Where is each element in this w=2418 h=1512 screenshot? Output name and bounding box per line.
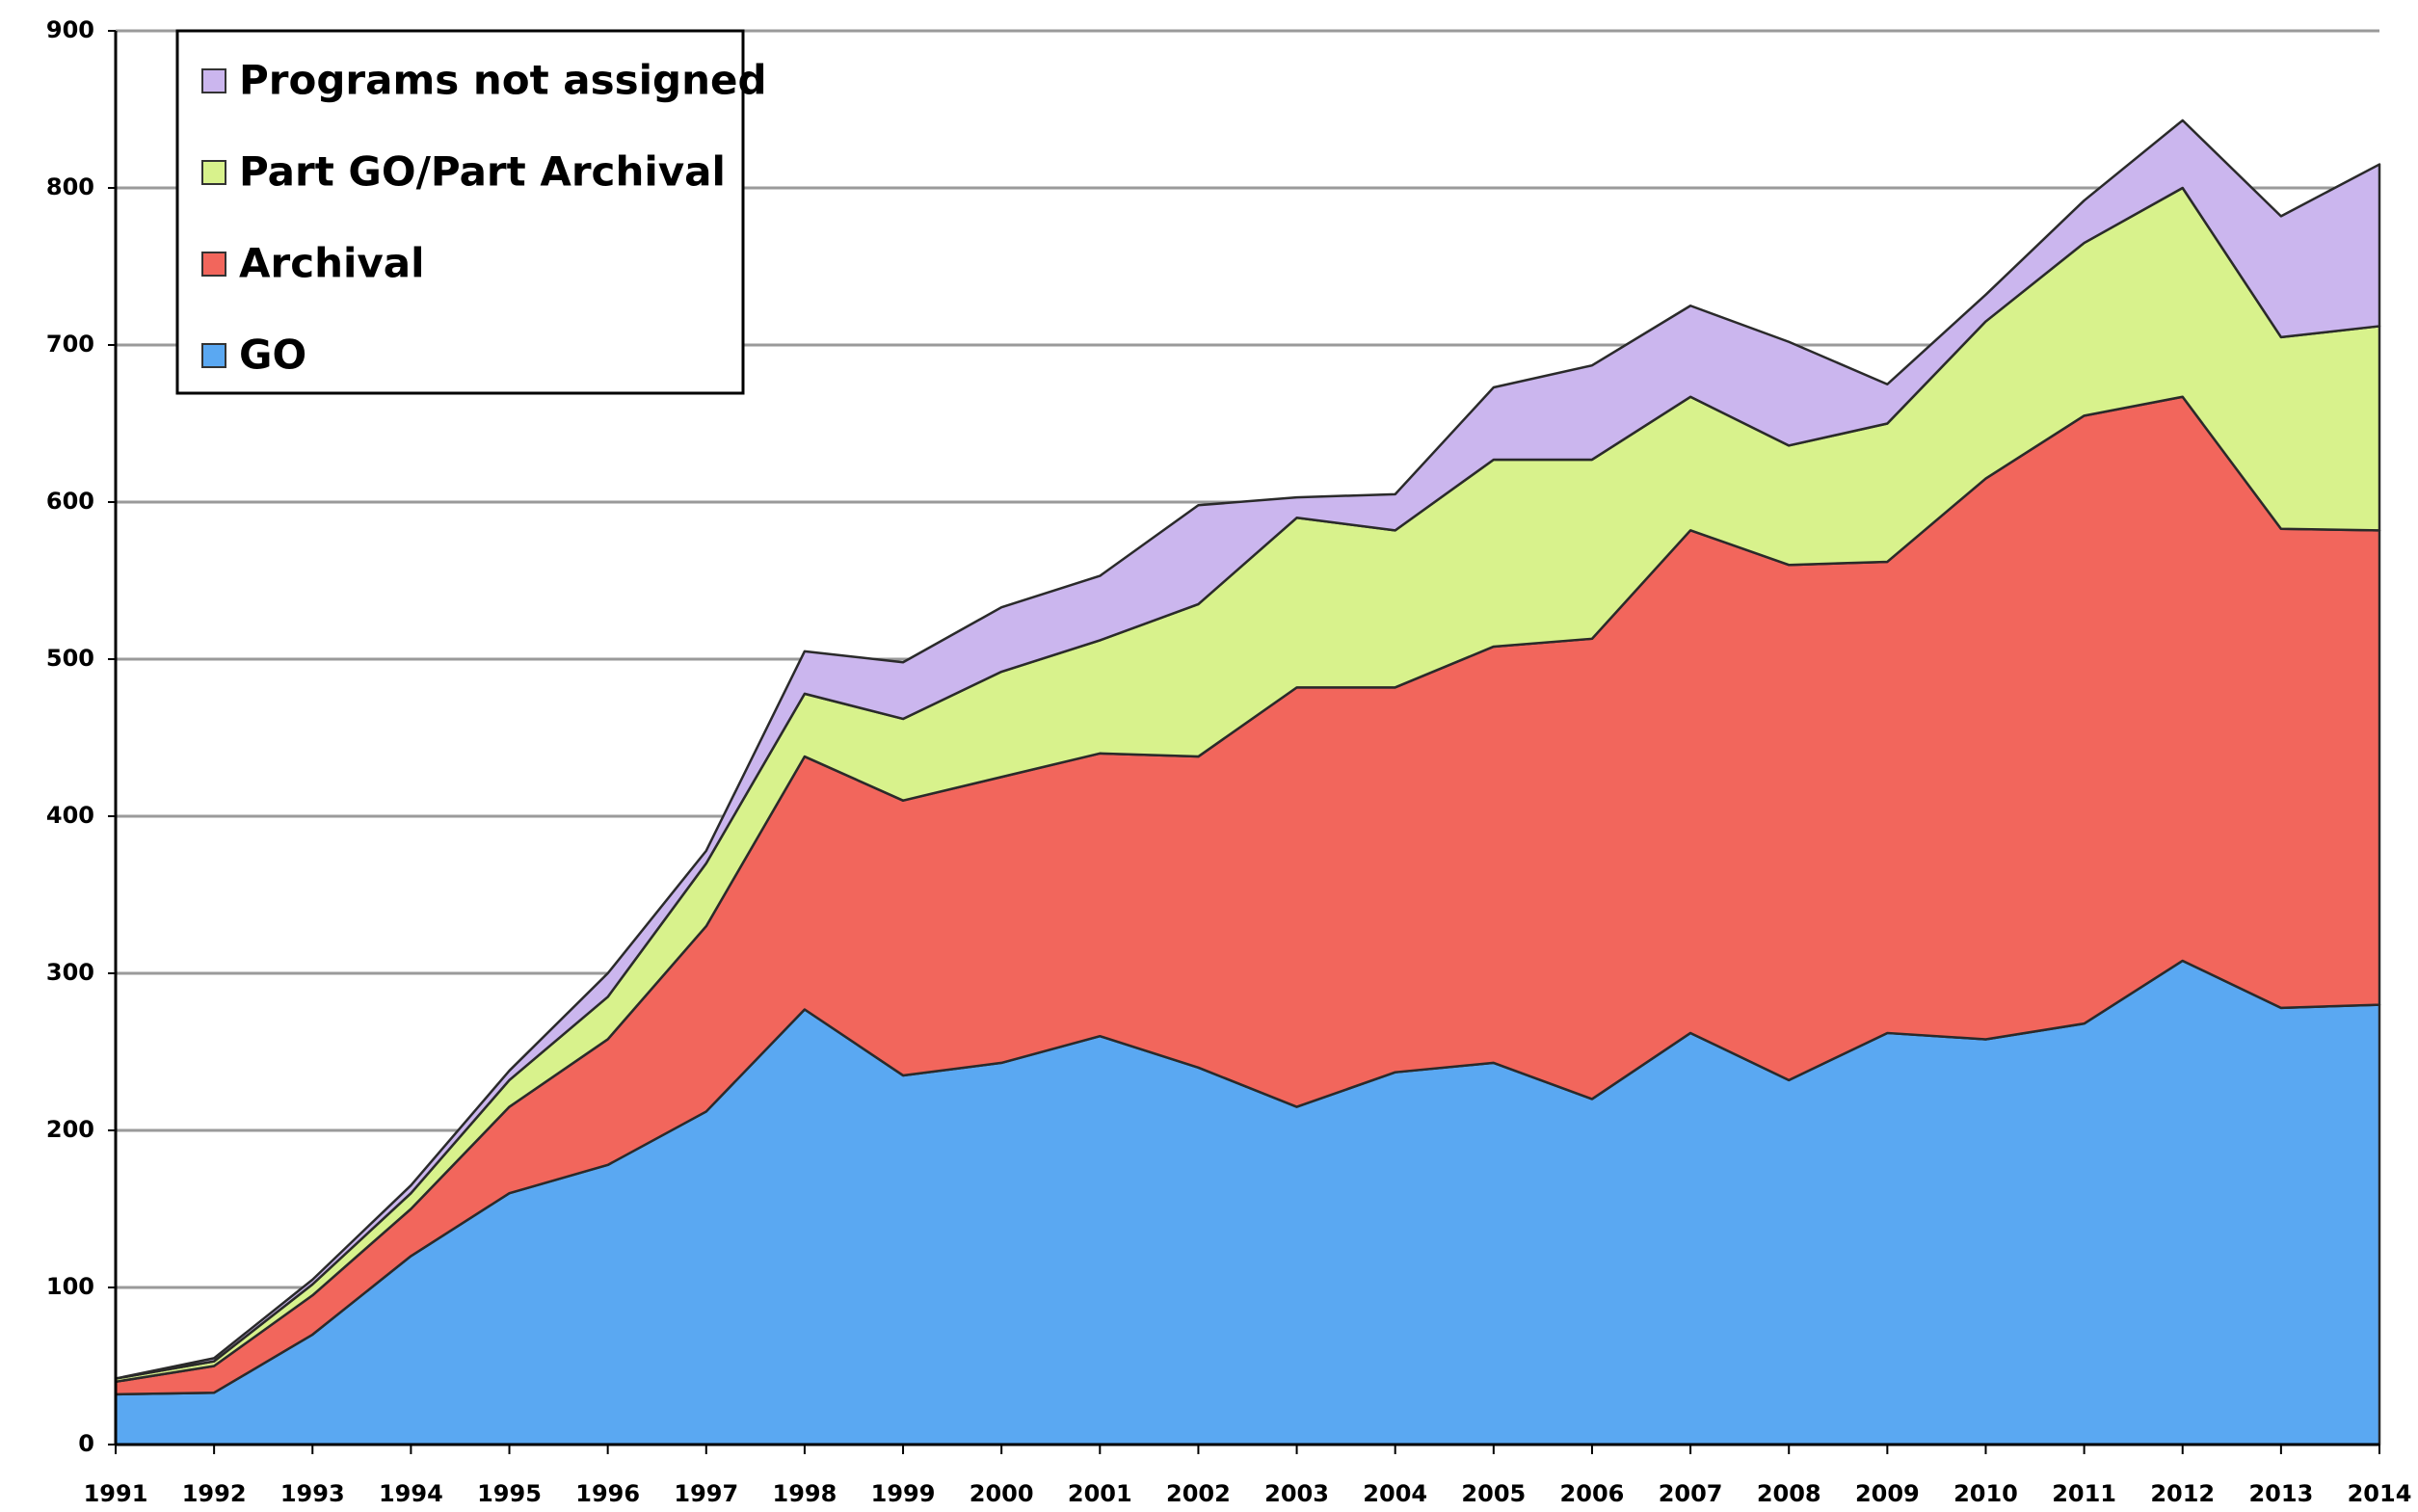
y-tick-label: 900 xyxy=(46,16,94,43)
y-tick-label: 500 xyxy=(46,645,94,672)
areas xyxy=(114,119,2381,1446)
x-tick-label: 2011 xyxy=(2052,1480,2116,1507)
y-tick-label: 100 xyxy=(46,1273,94,1300)
x-tick-label: 2002 xyxy=(1166,1480,1231,1507)
y-tick-label: 300 xyxy=(46,959,94,986)
x-tick-label: 2012 xyxy=(2150,1480,2215,1507)
y-tick-label: 600 xyxy=(46,488,94,515)
x-tick-label: 1997 xyxy=(674,1480,738,1507)
x-tick-label: 2014 xyxy=(2348,1480,2412,1507)
x-tick-label: 2009 xyxy=(1855,1480,1920,1507)
x-tick-label: 2003 xyxy=(1264,1480,1329,1507)
x-tick-label: 1993 xyxy=(280,1480,345,1507)
area xyxy=(114,119,2381,1380)
legend-swatch xyxy=(201,252,226,277)
x-tick-label: 2004 xyxy=(1363,1480,1427,1507)
x-tick-label: 1994 xyxy=(379,1480,443,1507)
legend-box xyxy=(175,29,745,395)
x-tick-label: 2010 xyxy=(1953,1480,2018,1507)
y-tick-label: 200 xyxy=(46,1116,94,1143)
x-tick-label: 2000 xyxy=(970,1480,1034,1507)
legend-swatch xyxy=(201,343,226,368)
x-tick-label: 1999 xyxy=(871,1480,936,1507)
legend-swatch xyxy=(201,160,226,185)
legend-label: Part GO/Part Archival xyxy=(239,148,726,196)
x-tick-label: 1991 xyxy=(84,1480,148,1507)
legend-label: Programs not assigned xyxy=(239,57,767,104)
legend: Programs not assigned Part GO/Part Archiv… xyxy=(175,29,767,395)
x-tick-label: 2006 xyxy=(1560,1480,1625,1507)
x-tick-label: 1998 xyxy=(773,1480,837,1507)
x-tick-label: 1995 xyxy=(477,1480,542,1507)
x-tick-label: 2005 xyxy=(1461,1480,1526,1507)
legend-swatch xyxy=(201,68,226,93)
x-tick-label: 2007 xyxy=(1659,1480,1723,1507)
legend-label: Archival xyxy=(239,240,425,287)
y-tick-label: 700 xyxy=(46,331,94,358)
y-tick-label: 800 xyxy=(46,173,94,200)
legend-label: GO xyxy=(239,332,306,379)
x-tick-label: 1992 xyxy=(182,1480,247,1507)
x-tick-label: 2001 xyxy=(1068,1480,1132,1507)
x-tick-label: 1996 xyxy=(575,1480,640,1507)
y-tick-label: 0 xyxy=(78,1430,94,1457)
x-tick-label: 2008 xyxy=(1757,1480,1821,1507)
axes: 0 100 200 300 400 500 600 700 800 900 1991 1992 1993… xyxy=(46,16,2412,1507)
y-tick-label: 400 xyxy=(46,802,94,829)
x-tick-label: 2013 xyxy=(2248,1480,2313,1507)
